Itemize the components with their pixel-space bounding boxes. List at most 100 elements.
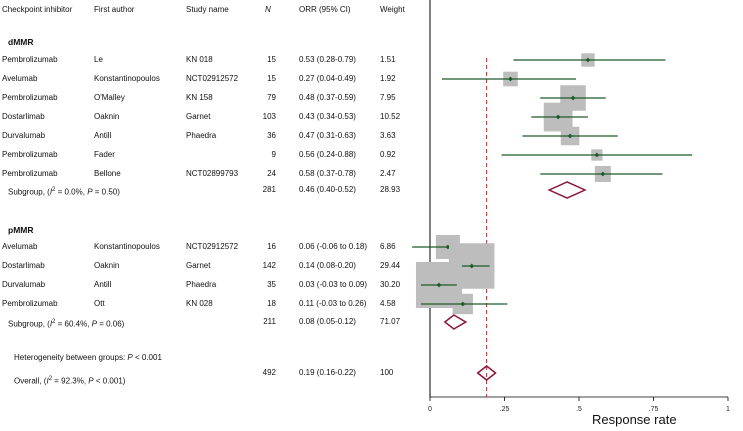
overall-weight: 100 xyxy=(380,368,394,377)
pmmr-subgroup-n: 211 xyxy=(263,317,276,326)
x-tick-label-4: 1 xyxy=(726,406,730,413)
dmmr-row-7-orr: 0.58 (0.37-0.78) xyxy=(299,169,356,178)
dmmr-row-3-n: 79 xyxy=(267,93,276,102)
header-checkpoint-inhibitor: Checkpoint inhibitor xyxy=(2,5,73,14)
dmmr-row-7-study: NCT02899793 xyxy=(186,169,239,178)
x-tick-label-3: .75 xyxy=(649,406,659,413)
header-study-name: Study name xyxy=(186,5,229,14)
dmmr-row-5-study: Phaedra xyxy=(186,131,217,140)
pmmr-summary-diamond xyxy=(443,314,468,330)
dmmr-study-4-point xyxy=(555,114,561,120)
dmmr-row-3-orr: 0.48 (0.37-0.59) xyxy=(299,93,356,102)
dmmr-row-7-author: Bellone xyxy=(94,169,121,178)
dmmr-row-2-orr: 0.27 (0.04-0.49) xyxy=(299,74,356,83)
pmmr-subgroup-label: Subgroup, (I2 = 60.4%, P = 0.06) xyxy=(8,319,125,329)
overall-orr: 0.19 (0.16-0.22) xyxy=(299,368,356,377)
dmmr-row-2-n: 15 xyxy=(267,74,276,83)
dmmr-row-7-drug: Pembrolizumab xyxy=(2,169,58,178)
dmmr-row-1-study: KN 018 xyxy=(186,55,213,64)
overall-n: 492 xyxy=(262,368,276,377)
dmmr-study-7-point xyxy=(600,171,606,177)
dmmr-study-3-point xyxy=(570,95,576,101)
dmmr-row-5-drug: Durvalumab xyxy=(2,131,46,140)
dmmr-row-3-weight: 7.95 xyxy=(380,93,396,102)
pmmr-row-3-n: 35 xyxy=(267,280,276,289)
pmmr-row-4-study: KN 028 xyxy=(186,299,213,308)
dmmr-row-3-study: KN 158 xyxy=(186,93,213,102)
pmmr-row-1-n: 16 xyxy=(267,242,276,251)
dmmr-study-5-point xyxy=(567,133,573,139)
pmmr-row-4-orr: 0.11 (-0.03 to 0.26) xyxy=(299,299,367,308)
dmmr-row-7-n: 24 xyxy=(267,169,276,178)
dmmr-row-2-author: Konstantinopoulos xyxy=(94,74,160,83)
header-orr: ORR (95% CI) xyxy=(299,5,351,14)
dmmr-row-1-weight: 1.51 xyxy=(380,55,396,64)
dmmr-row-2-weight: 1.92 xyxy=(380,74,396,83)
pmmr-subgroup-orr: 0.08 (0.05-0.12) xyxy=(299,317,356,326)
dmmr-row-4-study: Garnet xyxy=(186,112,211,121)
dmmr-subgroup-label: Subgroup, (I2 = 0.0%, P = 0.50) xyxy=(8,187,120,197)
dmmr-row-1-drug: Pembrolizumab xyxy=(2,55,58,64)
group-heading-dmmr: dMMR xyxy=(8,37,34,47)
pmmr-row-3-weight: 30.20 xyxy=(380,280,401,289)
dmmr-study-2-point xyxy=(508,76,513,82)
pmmr-row-3-author: Antill xyxy=(94,280,112,289)
x-axis-label: Response rate xyxy=(592,412,677,427)
pmmr-row-1-author: Konstantinopoulos xyxy=(94,242,160,251)
dmmr-row-6-author: Fader xyxy=(94,150,115,159)
pmmr-row-4-n: 18 xyxy=(267,299,276,308)
x-tick-label-1: .25 xyxy=(500,406,510,413)
dmmr-subgroup-n: 281 xyxy=(262,185,276,194)
dmmr-subgroup-weight: 28.93 xyxy=(380,185,401,194)
dmmr-row-6-weight: 0.92 xyxy=(380,150,396,159)
dmmr-row-4-n: 103 xyxy=(262,112,276,121)
pmmr-study-2-point xyxy=(469,263,475,269)
dmmr-row-2-study: NCT02912572 xyxy=(186,74,239,83)
pmmr-row-3-drug: Durvalumab xyxy=(2,280,46,289)
dmmr-study-1-point xyxy=(585,57,591,63)
dmmr-row-5-n: 36 xyxy=(267,131,276,140)
dmmr-row-1-n: 15 xyxy=(267,55,276,64)
dmmr-row-5-weight: 3.63 xyxy=(380,131,396,140)
pmmr-row-2-study: Garnet xyxy=(186,261,211,270)
header-n: N xyxy=(265,5,271,14)
pmmr-row-2-orr: 0.14 (0.08-0.20) xyxy=(299,261,356,270)
dmmr-row-5-author: Antill xyxy=(94,131,112,140)
dmmr-row-7-weight: 2.47 xyxy=(380,169,396,178)
pmmr-study-4-point xyxy=(460,301,466,307)
group-heading-pmmr: pMMR xyxy=(8,225,34,235)
dmmr-row-1-orr: 0.53 (0.28-0.79) xyxy=(299,55,356,64)
dmmr-row-6-n: 9 xyxy=(271,150,276,159)
heterogeneity-label: Heterogeneity between groups: P < 0.001 xyxy=(14,353,162,362)
pmmr-study-1-point xyxy=(445,244,451,250)
header-weight: Weight xyxy=(380,5,405,14)
overall-label: Overall, (I2 = 92.3%, P < 0.001) xyxy=(14,376,126,386)
pmmr-row-3-orr: 0.03 (-0.03 to 0.09) xyxy=(299,280,368,289)
header-first-author: First author xyxy=(94,5,135,14)
pmmr-row-1-weight: 6.86 xyxy=(380,242,396,251)
dmmr-row-6-drug: Pembrolizumab xyxy=(2,150,58,159)
x-tick-label-0: 0 xyxy=(428,406,432,413)
dmmr-row-1-author: Le xyxy=(94,55,103,64)
pmmr-row-2-n: 142 xyxy=(262,261,276,270)
dmmr-study-6-point xyxy=(594,152,600,158)
x-tick-label-2: .5 xyxy=(576,406,582,413)
pmmr-row-2-drug: Dostarlimab xyxy=(2,261,45,270)
pmmr-row-3-study: Phaedra xyxy=(186,280,217,289)
pmmr-row-4-weight: 4.58 xyxy=(380,299,396,308)
dmmr-summary-diamond xyxy=(547,181,587,199)
dmmr-row-4-orr: 0.43 (0.34-0.53) xyxy=(299,112,356,121)
overall-summary-diamond xyxy=(476,365,497,381)
pmmr-row-2-weight: 29.44 xyxy=(380,261,401,270)
dmmr-row-6-orr: 0.56 (0.24-0.88) xyxy=(299,150,356,159)
dmmr-row-4-weight: 10.52 xyxy=(380,112,401,121)
dmmr-row-3-author: O'Malley xyxy=(94,93,125,102)
dmmr-row-2-drug: Avelumab xyxy=(2,74,38,83)
pmmr-row-1-study: NCT02912572 xyxy=(186,242,239,251)
pmmr-row-2-author: Oaknin xyxy=(94,261,120,270)
dmmr-row-5-orr: 0.47 (0.31-0.63) xyxy=(299,131,356,140)
pmmr-study-3-point xyxy=(436,282,442,288)
dmmr-row-3-drug: Pembrolizumab xyxy=(2,93,58,102)
dmmr-row-4-drug: Dostarlimab xyxy=(2,112,45,121)
